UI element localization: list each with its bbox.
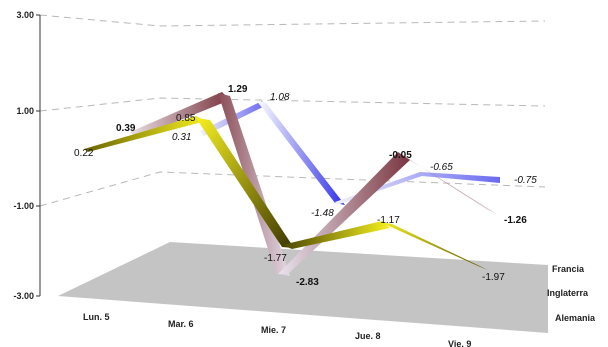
x-tick-label: Mar. 6 bbox=[168, 319, 194, 329]
x-tick-label: Vie. 9 bbox=[448, 339, 471, 347]
data-label-francia-mie: 1.08 bbox=[270, 92, 290, 103]
x-tick-label: Mie. 7 bbox=[261, 325, 286, 335]
data-label-inglaterra-mar: 1.29 bbox=[228, 84, 248, 95]
gridline-lower bbox=[39, 171, 546, 207]
data-label-inglaterra-jue: -0.05 bbox=[389, 150, 412, 161]
gridlines bbox=[39, 14, 546, 207]
data-label-inglaterra-lun: 0.39 bbox=[116, 123, 136, 134]
series-label-francia: Francia bbox=[552, 264, 585, 274]
data-label-inglaterra-vie: -1.26 bbox=[504, 215, 527, 226]
series-label-inglaterra: Inglaterra bbox=[547, 288, 589, 298]
gridline-upper bbox=[39, 97, 546, 112]
data-label-francia-vie: -0.75 bbox=[514, 175, 537, 186]
y-tick-label: -1.00 bbox=[13, 201, 34, 211]
y-tick-label: -3.00 bbox=[13, 291, 34, 301]
data-label-alemania-vie: -1.97 bbox=[482, 272, 505, 283]
series-alemania bbox=[84, 116, 488, 270]
ribbon-segment-inglaterra-lun-mar bbox=[130, 92, 230, 138]
chart-floor bbox=[58, 242, 548, 333]
x-tick-label: Lun. 5 bbox=[83, 312, 110, 322]
ribbon-segment-alemania-lun-mar bbox=[84, 116, 206, 152]
ribbon-segment-francia-mie-jue bbox=[256, 100, 345, 205]
gridline-top bbox=[39, 14, 546, 27]
series-label-alemania: Alemania bbox=[555, 313, 596, 323]
data-label-alemania-lun: 0.22 bbox=[74, 148, 94, 159]
y-tick-label: 1.00 bbox=[16, 106, 34, 116]
data-label-inglaterra-mie: -2.83 bbox=[296, 277, 319, 288]
ribbon-segment-alemania-jue-vie bbox=[380, 222, 488, 270]
data-label-alemania-mar: 0.31 bbox=[172, 132, 191, 143]
data-label-alemania-mie: -1.77 bbox=[264, 253, 287, 264]
ribbon-segment-alemania-mie-jue bbox=[282, 221, 390, 249]
y-tick-label: 3.00 bbox=[16, 10, 34, 20]
ribbon-segment-alemania-mar-mie bbox=[196, 118, 294, 248]
data-label-francia-jue: -1.48 bbox=[311, 208, 334, 219]
x-tick-label: Jue. 8 bbox=[355, 331, 381, 341]
data-label-francia-jue-extra: -0.65 bbox=[430, 162, 453, 173]
data-label-inglaterra-extra: 0.85 bbox=[176, 113, 196, 124]
data-label-alemania-jue: -1.17 bbox=[377, 215, 400, 226]
y-ticks bbox=[36, 14, 40, 297]
